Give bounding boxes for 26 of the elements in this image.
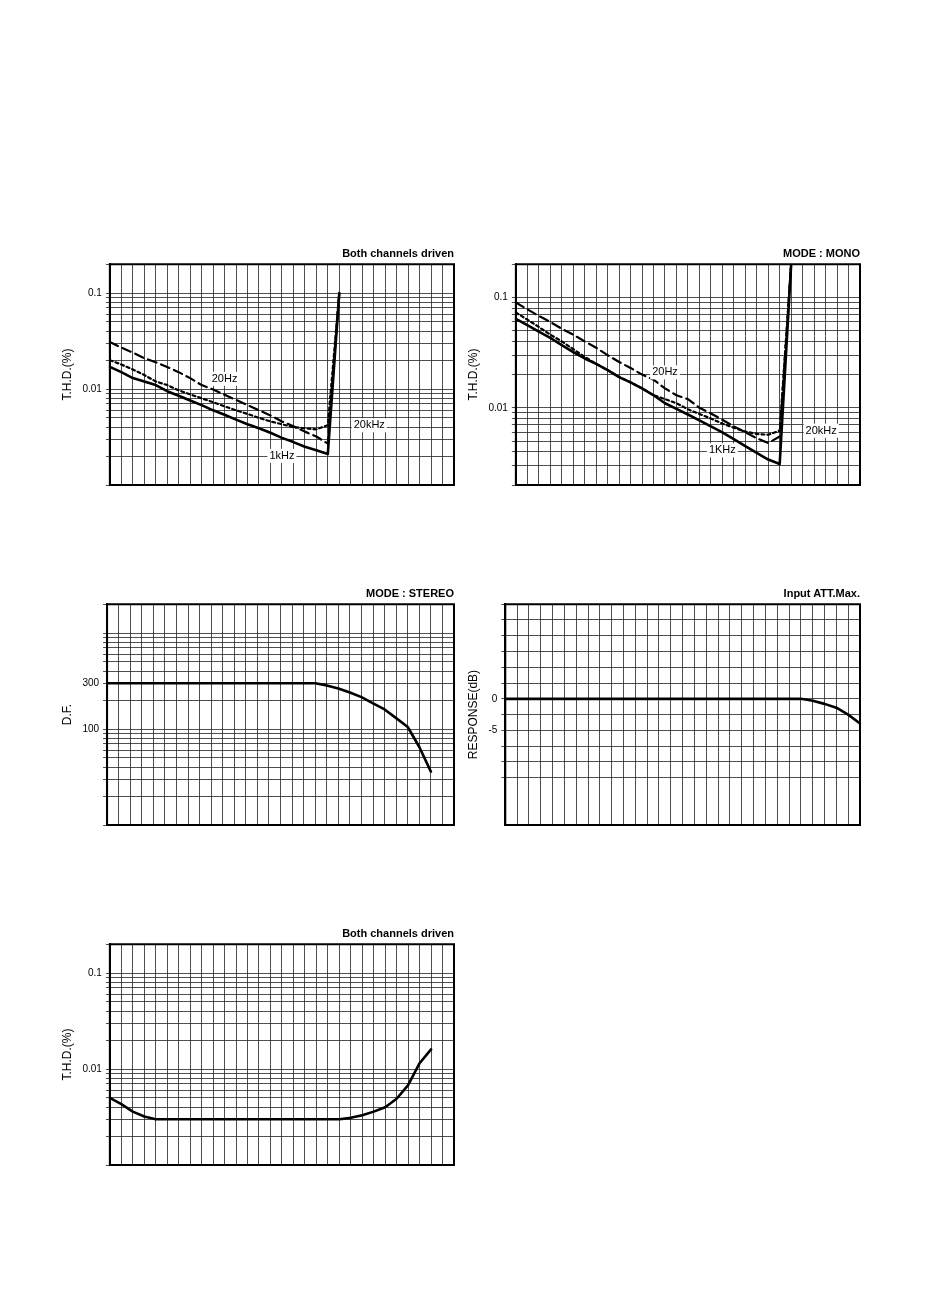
y-tick-label: 0.01: [488, 401, 509, 413]
y-axis-title: RESPONSE(dB): [465, 669, 480, 760]
chart-title: Both channels driven: [342, 246, 455, 259]
series-label: 1KHz: [708, 443, 736, 456]
y-tick-label: 0.01: [82, 382, 103, 394]
y-tick-label: 300: [82, 677, 100, 689]
chart-title: MODE : STEREO: [365, 586, 455, 599]
series-label: 1kHz: [269, 448, 295, 461]
chart-title: Input ATT.Max.: [783, 586, 860, 599]
series-label: 20Hz: [211, 371, 238, 384]
y-tick-label: 0.01: [82, 1062, 103, 1074]
y-tick-label: 0.1: [493, 291, 509, 303]
y-tick-label: 100: [82, 722, 100, 734]
text: 20kHz: [805, 423, 837, 436]
y-axis-title: T.H.D.(%): [465, 348, 480, 401]
series-label: 20Hz: [652, 365, 678, 378]
y-tick-label: -5: [488, 724, 498, 736]
y-tick-label: 0: [491, 692, 498, 704]
y-axis-title: T.H.D.(%): [59, 348, 74, 401]
chart-title: Both channels driven: [342, 926, 455, 939]
y-axis-title: D.F.: [59, 703, 74, 726]
text: 20kHz: [353, 418, 385, 431]
chart-title: MODE : MONO: [783, 246, 861, 259]
y-tick-label: 0.1: [87, 286, 103, 298]
y-axis-title: T.H.D.(%): [59, 1028, 74, 1081]
y-tick-label: 0.1: [87, 966, 103, 978]
